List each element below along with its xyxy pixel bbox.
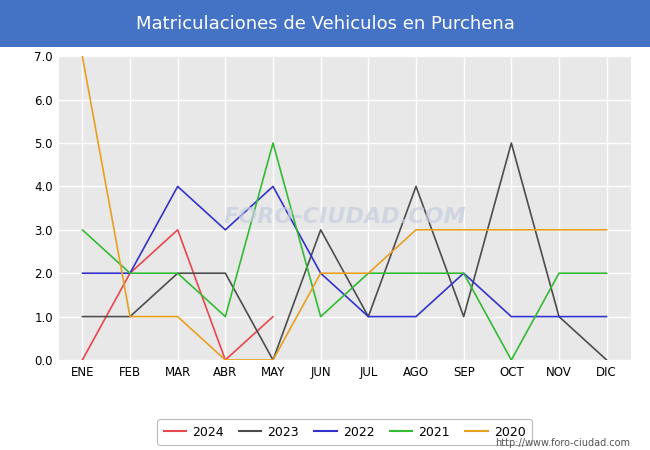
2023 (317, 227, 324, 233)
Line: 2022: 2022 (83, 186, 606, 317)
2023 (603, 357, 610, 363)
Line: 2020: 2020 (83, 56, 606, 360)
2021 (222, 314, 229, 319)
2024 (79, 357, 86, 363)
2023 (412, 184, 420, 189)
Line: 2023: 2023 (83, 143, 606, 360)
2021 (412, 270, 420, 276)
2020 (412, 227, 420, 233)
2021 (460, 270, 467, 276)
2022 (460, 270, 467, 276)
2022 (603, 314, 610, 319)
2020 (460, 227, 467, 233)
2020 (508, 227, 515, 233)
2021 (79, 227, 86, 233)
2020 (555, 227, 563, 233)
2022 (269, 184, 277, 189)
2020 (365, 270, 372, 276)
2023 (174, 270, 181, 276)
2024 (222, 357, 229, 363)
2021 (508, 357, 515, 363)
2022 (365, 314, 372, 319)
2022 (508, 314, 515, 319)
2020 (222, 357, 229, 363)
2024 (126, 270, 134, 276)
2022 (412, 314, 420, 319)
2020 (174, 314, 181, 319)
2020 (269, 357, 277, 363)
2022 (126, 270, 134, 276)
2023 (269, 357, 277, 363)
Text: http://www.foro-ciudad.com: http://www.foro-ciudad.com (495, 438, 630, 448)
2021 (174, 270, 181, 276)
2023 (365, 314, 372, 319)
2024 (269, 314, 277, 319)
2022 (555, 314, 563, 319)
2021 (555, 270, 563, 276)
Text: Matriculaciones de Vehiculos en Purchena: Matriculaciones de Vehiculos en Purchena (136, 14, 514, 33)
Line: 2021: 2021 (83, 143, 606, 360)
2023 (126, 314, 134, 319)
2021 (365, 270, 372, 276)
2022 (222, 227, 229, 233)
2023 (555, 314, 563, 319)
Text: FORO-CIUDAD.COM: FORO-CIUDAD.COM (223, 207, 466, 227)
Line: 2024: 2024 (83, 230, 273, 360)
Legend: 2024, 2023, 2022, 2021, 2020: 2024, 2023, 2022, 2021, 2020 (157, 419, 532, 445)
2020 (317, 270, 324, 276)
2021 (603, 270, 610, 276)
2021 (317, 314, 324, 319)
2020 (126, 314, 134, 319)
2020 (603, 227, 610, 233)
2023 (79, 314, 86, 319)
2022 (317, 270, 324, 276)
2021 (269, 140, 277, 146)
2022 (79, 270, 86, 276)
2023 (460, 314, 467, 319)
2023 (222, 270, 229, 276)
2021 (126, 270, 134, 276)
2024 (174, 227, 181, 233)
2022 (174, 184, 181, 189)
2023 (508, 140, 515, 146)
2020 (79, 54, 86, 59)
